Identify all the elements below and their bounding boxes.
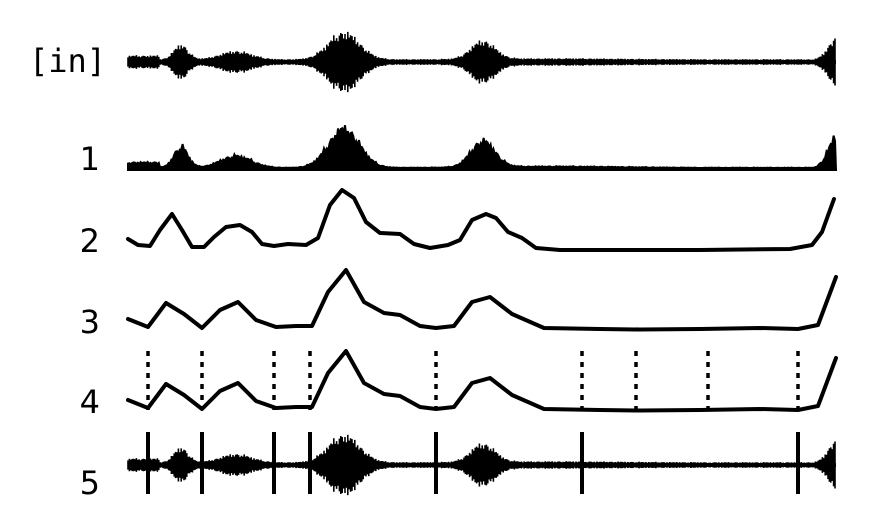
waveform-with-onsets <box>127 434 836 496</box>
row-label-3: 3 <box>80 303 100 341</box>
row-label-2: 2 <box>80 222 100 260</box>
onset-markers <box>146 432 800 494</box>
smoothed-curve <box>126 188 836 252</box>
envelope-signal <box>127 125 838 171</box>
envelope-fill <box>127 125 838 171</box>
row-label-5: 5 <box>80 464 100 502</box>
row-label-in: [in] <box>29 42 106 80</box>
row-label-4: 4 <box>80 383 100 421</box>
onset-candidate-markers <box>146 351 800 410</box>
row-label-1: 1 <box>80 140 100 178</box>
piecewise-curve <box>126 268 838 332</box>
piecewise-curve-with-candidates <box>126 349 838 413</box>
input-waveform <box>127 31 836 93</box>
